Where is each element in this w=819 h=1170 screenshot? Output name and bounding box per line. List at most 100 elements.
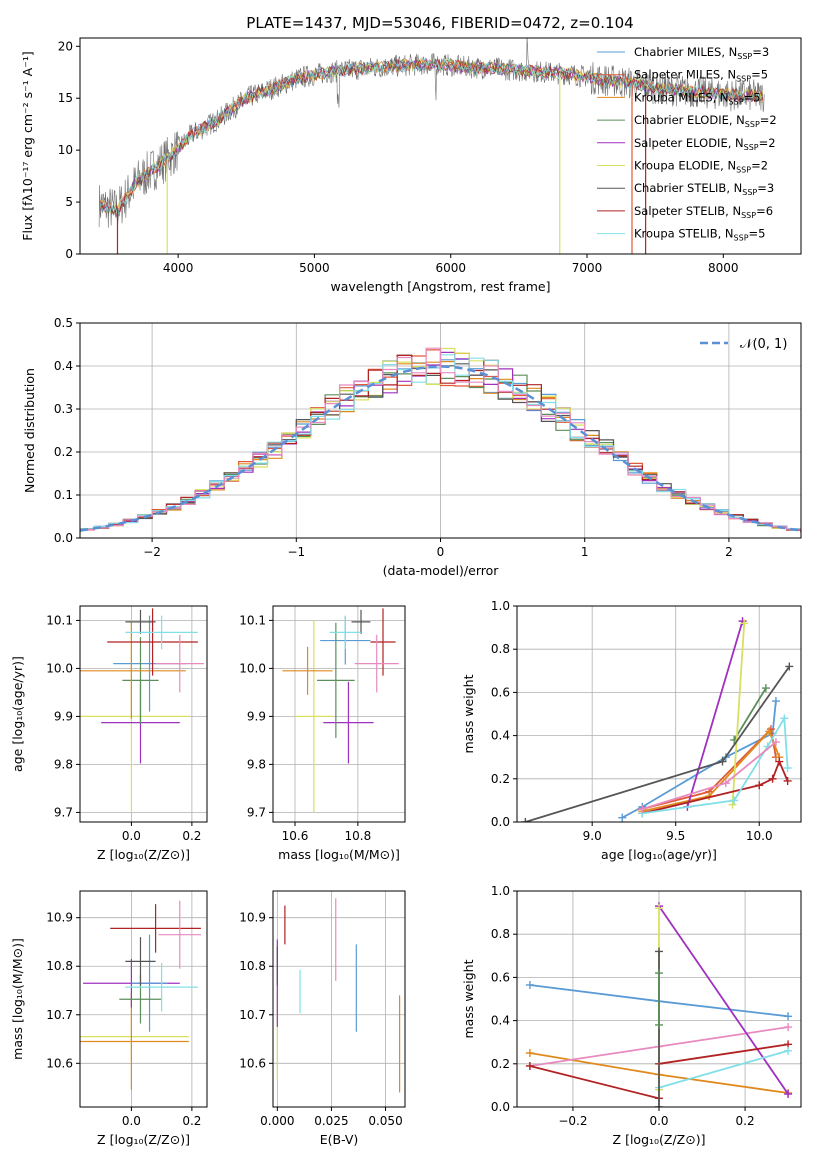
y-tick-label: 10.7 <box>46 1008 73 1022</box>
x-axis-label: Z [log₁₀(Z/Z⊙)] <box>613 1132 706 1147</box>
x-axis-label: age [log₁₀(age/yr)] <box>601 847 717 862</box>
plus-marker <box>771 697 780 706</box>
y-tick-label: 0.0 <box>491 1100 510 1114</box>
y-tick-label: 10.7 <box>239 1008 266 1022</box>
normal-distribution-curve <box>80 365 801 532</box>
axes-frame <box>79 322 802 539</box>
plus-marker <box>525 1049 534 1057</box>
y-tick-label: 15 <box>58 91 73 105</box>
y-tick-label: 0.3 <box>54 402 73 416</box>
y-tick-label: 0.6 <box>491 970 510 984</box>
y-tick-label: 0.8 <box>491 642 510 656</box>
plus-marker <box>768 774 777 783</box>
plus-marker <box>765 727 774 736</box>
mass-weight-line <box>529 1065 660 1100</box>
x-tick-label: 4000 <box>163 261 194 275</box>
y-tick-label: 1.0 <box>491 599 510 613</box>
mass-vs-metallicity-panel: 0.0 0.2 10.6 10.7 10.8 10.9 Z [log₁₀(Z/Z⊙)] mas… <box>10 890 208 1147</box>
plus-marker <box>655 1103 663 1107</box>
axes-frame <box>79 605 208 823</box>
y-tick-label: 10.0 <box>46 661 73 675</box>
x-axis-label: E(B-V) <box>320 1132 359 1147</box>
plus-marker <box>655 1020 663 1029</box>
mass-vs-extinction-panel: 0.000 0.025 0.050 10.6 10.7 10.8 10.9 E(B-V) <box>239 890 406 1147</box>
y-axis-label: mass weight <box>461 674 476 753</box>
x-tick-label: 5000 <box>299 261 330 275</box>
x-tick-label: 0 <box>437 545 445 559</box>
axes-frame <box>272 890 406 1108</box>
y-tick-label: 10.9 <box>239 911 266 925</box>
y-tick-label: 10.1 <box>239 613 266 627</box>
x-tick-label: 10.8 <box>344 829 371 843</box>
x-tick-label: 1 <box>581 545 589 559</box>
y-tick-label: 10.8 <box>46 959 73 973</box>
observed-spectrum <box>98 38 765 228</box>
legend-entry: Kroupa ELODIE, NSSP=2 <box>634 159 768 175</box>
y-tick-label: 10.9 <box>46 911 73 925</box>
plus-marker <box>784 1023 793 1032</box>
spectrum-title-group: PLATE=1437, MJD=53046, FIBERID=0472, z=0… <box>246 14 633 32</box>
plus-marker <box>784 1046 793 1055</box>
axes-frame <box>516 605 802 823</box>
spectrum-title: PLATE=1437, MJD=53046, FIBERID=0472, z=0… <box>246 14 633 32</box>
legend-entry: Salpeter STELIB, NSSP=6 <box>634 204 773 220</box>
x-tick-label: 6000 <box>435 261 466 275</box>
x-tick-label: 0.050 <box>368 1114 402 1128</box>
mass-weight-line <box>658 1043 789 1065</box>
y-tick-label: 0.5 <box>54 316 73 330</box>
plus-marker <box>740 619 749 628</box>
x-tick-label: 7000 <box>572 261 603 275</box>
plus-marker <box>525 980 534 989</box>
y-tick-label: 0.2 <box>491 1057 510 1071</box>
plus-marker <box>655 904 663 913</box>
y-tick-label: 9.9 <box>54 709 73 723</box>
plus-marker <box>721 779 730 788</box>
x-axis-label: mass [log₁₀(M/M⊙)] <box>278 847 400 862</box>
y-tick-label: 5 <box>65 195 73 209</box>
x-tick-label: 10.0 <box>746 829 773 843</box>
y-tick-label: 10.6 <box>46 1056 73 1070</box>
x-tick-label: 0.2 <box>736 1114 755 1128</box>
spectrum-panel: 4000 5000 6000 7000 8000 0 5 10 15 20 wavelength [… <box>20 37 802 294</box>
plus-marker <box>728 800 737 809</box>
x-axis-label: wavelength [Angstrom, rest frame] <box>330 279 550 294</box>
axes-frame <box>272 605 406 823</box>
x-axis-label: Z [log₁₀(Z/Z⊙)] <box>97 847 190 862</box>
x-tick-label: 8000 <box>708 261 739 275</box>
y-axis-label: Normed distribution <box>22 368 37 493</box>
y-tick-label: 10.8 <box>239 959 266 973</box>
plus-marker <box>783 764 792 772</box>
y-tick-label: 9.9 <box>247 709 266 723</box>
y-axis-label: age [log₁₀(age/yr)] <box>10 656 25 772</box>
axes-frame <box>79 37 802 255</box>
plus-marker <box>785 662 794 671</box>
mass-weight-line <box>686 620 744 808</box>
age-vs-mass-panel: 10.6 10.8 9.7 9.8 9.9 10.0 10.1 mass [log₁₀(M/M… <box>239 605 406 862</box>
mass-weight-line <box>731 623 746 805</box>
x-axis-label: Z [log₁₀(Z/Z⊙)] <box>97 1132 190 1147</box>
y-tick-label: 9.7 <box>54 805 73 819</box>
y-tick-label: 10 <box>58 143 73 157</box>
y-tick-label: 10.1 <box>46 613 73 627</box>
legend-entry: Salpeter MILES, NSSP=5 <box>634 68 768 84</box>
plus-marker <box>755 781 764 790</box>
x-tick-label: 0.2 <box>182 1114 201 1128</box>
y-tick-label: 0.0 <box>491 815 510 829</box>
model-spectrum-line <box>100 57 764 215</box>
plus-marker <box>655 969 663 978</box>
y-tick-label: 0 <box>65 247 73 261</box>
plus-marker <box>730 796 739 805</box>
x-tick-label: 9.5 <box>666 829 685 843</box>
mass-weight-line <box>642 729 781 813</box>
y-tick-label: 9.8 <box>247 757 266 771</box>
plus-marker <box>618 813 627 822</box>
legend-entry: Salpeter ELODIE, NSSP=2 <box>634 136 776 152</box>
x-tick-label: −1 <box>287 545 305 559</box>
y-axis-label: Flux [fλ10⁻¹⁷ erg cm⁻² s⁻¹ A⁻¹] <box>20 51 35 240</box>
x-tick-label: 0.000 <box>260 1114 294 1128</box>
plus-marker <box>718 757 727 766</box>
y-tick-label: 9.7 <box>247 805 266 819</box>
legend-entry: Kroupa STELIB, NSSP=5 <box>634 227 765 243</box>
plus-marker <box>771 738 780 747</box>
